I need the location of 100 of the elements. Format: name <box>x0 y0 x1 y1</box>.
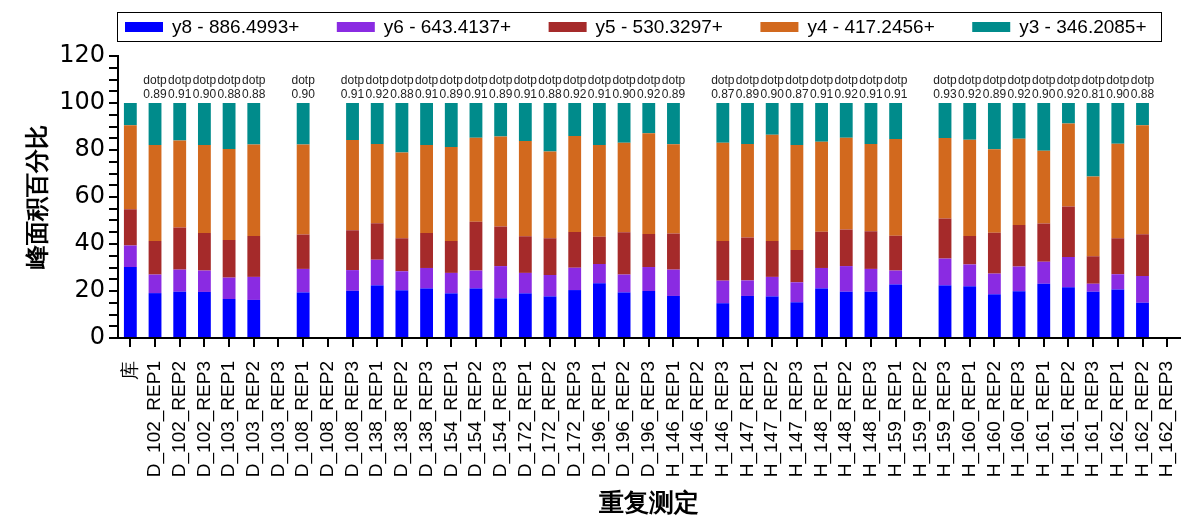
bar <box>568 135 582 233</box>
bar <box>963 103 977 140</box>
bar <box>839 266 853 292</box>
bar <box>963 139 977 237</box>
bar <box>642 267 656 291</box>
bar <box>296 234 310 269</box>
annotation: dotp 0.92 <box>958 73 982 101</box>
bar <box>420 288 433 337</box>
bar <box>518 236 532 273</box>
bar <box>1037 150 1051 224</box>
annotation: dotp 0.90 <box>760 73 785 101</box>
annotation: dotp 0.91 <box>513 73 538 101</box>
bar <box>889 103 903 139</box>
bar <box>222 149 236 241</box>
x-tick-label: H_148_REP3 <box>859 361 882 478</box>
bar <box>444 293 458 337</box>
bar <box>741 143 754 238</box>
bar <box>963 236 977 265</box>
legend-label: y3 - 346.2085+ <box>1019 15 1147 37</box>
bar <box>197 291 211 337</box>
bar <box>1136 125 1149 235</box>
bar <box>197 145 211 233</box>
bar <box>518 272 532 294</box>
bar <box>741 280 754 296</box>
bar <box>222 103 236 150</box>
annotation: dotp 0.88 <box>1130 73 1155 101</box>
x-tick-label: D_103_REP1 <box>217 361 240 478</box>
x-tick-label: H_148_REP1 <box>809 361 832 478</box>
bar <box>469 137 483 222</box>
x-tick-label: D_172_REP2 <box>538 361 561 478</box>
bar <box>123 245 137 268</box>
bar <box>617 103 631 143</box>
bar <box>790 282 804 303</box>
bar <box>1136 275 1149 303</box>
x-tick-label: D_108_REP3 <box>340 361 363 478</box>
y-tick-label: 100 <box>59 87 105 116</box>
bar <box>839 103 853 138</box>
bar <box>864 291 878 337</box>
x-axis-title: 重复测定 <box>597 487 699 516</box>
bar <box>247 103 261 145</box>
annotation: dotp 0.90 <box>1106 73 1130 101</box>
bar <box>889 235 903 271</box>
annotation: dotp 0.87 <box>711 73 735 101</box>
bar <box>938 285 952 337</box>
bar <box>987 232 1001 274</box>
x-tick-label: H_147_REP3 <box>785 361 808 478</box>
bar <box>765 103 779 135</box>
annotation: dotp 0.92 <box>365 73 390 101</box>
bar <box>1012 266 1026 292</box>
bar <box>370 143 384 224</box>
bar <box>1111 274 1125 290</box>
bar <box>1111 238 1125 275</box>
bar <box>148 274 162 294</box>
bar <box>197 270 211 292</box>
bar <box>494 266 508 299</box>
x-tick-label: H_161_REP1 <box>1031 361 1054 478</box>
bar <box>420 232 433 268</box>
x-tick-label: D_102_REP1 <box>143 361 166 478</box>
bar <box>444 103 458 147</box>
bar <box>420 267 433 289</box>
bar <box>123 125 137 210</box>
bar <box>1086 256 1100 284</box>
bar <box>395 271 409 291</box>
x-tick-label: H_147_REP2 <box>760 361 783 478</box>
bar <box>420 103 433 146</box>
bar <box>1086 291 1100 337</box>
bar <box>247 276 261 300</box>
annotation: dotp 0.89 <box>439 73 464 101</box>
x-tick-label: H_148_REP2 <box>834 361 857 478</box>
bar <box>469 288 483 337</box>
bar <box>1111 289 1125 337</box>
bar <box>889 270 903 285</box>
annotation: dotp 0.91 <box>340 73 365 101</box>
annotation: dotp 0.87 <box>785 73 809 101</box>
bar <box>222 298 236 337</box>
bar <box>790 103 804 146</box>
bar <box>864 268 878 292</box>
bar <box>370 285 384 337</box>
bar <box>617 232 631 275</box>
bar <box>889 284 903 337</box>
legend-label: y6 - 643.4137+ <box>383 15 512 37</box>
bar <box>173 291 187 337</box>
bar <box>839 229 853 267</box>
x-tick-label: D_108_REP2 <box>316 361 339 478</box>
bar <box>987 103 1001 150</box>
x-tick-label: H_159_REP3 <box>933 361 956 478</box>
bar <box>1136 234 1149 276</box>
bar <box>296 268 310 293</box>
annotation: dotp 0.88 <box>217 73 242 101</box>
x-tick-label: H_162_REP2 <box>1130 361 1153 478</box>
x-tick-label: H_159_REP1 <box>883 361 906 478</box>
y-tick-label: 80 <box>74 134 105 163</box>
x-tick-label: H_159_REP2 <box>908 361 931 478</box>
annotation: dotp 0.91 <box>168 73 192 101</box>
x-tick-label: D_138_REP1 <box>365 361 388 478</box>
bar <box>222 240 236 278</box>
bar <box>765 276 779 297</box>
y-tick-label: 60 <box>74 181 105 210</box>
bar <box>346 103 359 140</box>
y-tick-label: 0 <box>89 322 105 351</box>
